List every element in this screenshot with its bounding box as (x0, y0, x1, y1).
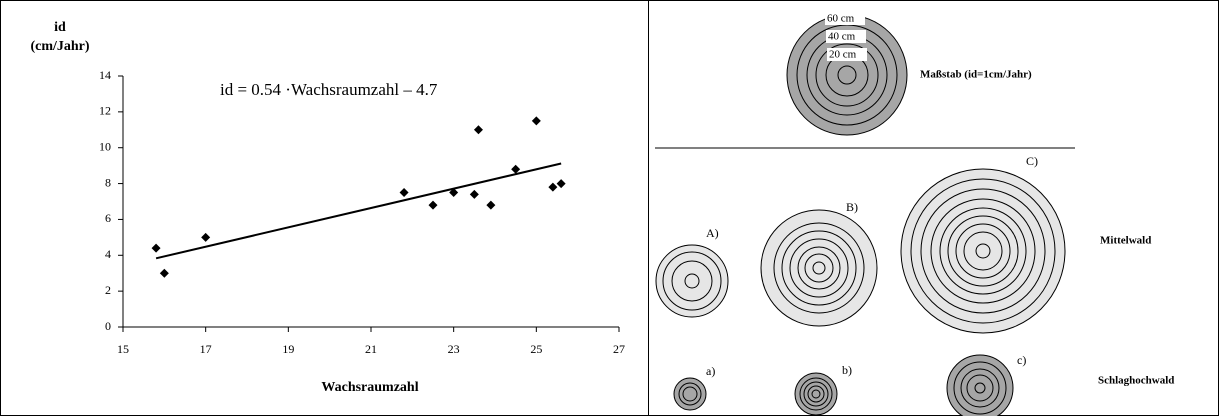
data-point (399, 188, 409, 198)
item-label: b) (842, 363, 852, 377)
item-label: C) (1026, 154, 1038, 168)
chart-frame (0, 0, 649, 416)
y-tick-label: 0 (105, 319, 111, 333)
group-label: Mittelwald (1100, 235, 1151, 247)
y-tick-label: 4 (105, 247, 111, 261)
y-axis-label: (cm/Jahr) (30, 39, 89, 54)
data-point (473, 125, 483, 135)
y-tick-label: 6 (105, 211, 111, 225)
x-tick-label: 21 (365, 342, 377, 356)
ring (812, 261, 826, 275)
item-label: c) (1017, 353, 1026, 367)
scale-label-box (827, 48, 867, 61)
data-point (556, 179, 566, 189)
ring (684, 273, 700, 289)
data-point (486, 200, 496, 210)
y-tick-label: 2 (105, 283, 111, 297)
item-label: a) (706, 364, 715, 378)
y-tick-label: 10 (99, 139, 111, 153)
x-tick-label: 19 (282, 342, 294, 356)
data-point (159, 268, 169, 278)
y-tick-label: 12 (99, 104, 111, 118)
x-tick-label: 25 (530, 342, 542, 356)
scale-label: 60 cm (827, 13, 855, 25)
x-axis-label: Wachsraumzahl (321, 380, 418, 395)
x-tick-label: 17 (200, 342, 212, 356)
group-label: Schlaghochwald (1098, 375, 1174, 387)
y-tick-label: 8 (105, 175, 111, 189)
y-axis-label: id (54, 20, 66, 35)
ring (682, 386, 698, 402)
ring (837, 65, 857, 85)
item-label: B) (846, 200, 858, 214)
data-point (511, 164, 521, 174)
scale-label-box (826, 30, 866, 43)
x-tick-label: 27 (613, 342, 625, 356)
data-point (201, 232, 211, 242)
y-tick-label: 14 (99, 68, 111, 82)
ring (811, 389, 821, 399)
data-point (449, 188, 459, 198)
x-tick-label: 23 (448, 342, 460, 356)
trend-line (155, 162, 562, 260)
data-point (469, 189, 479, 199)
annotation: id = 0.54 ·Wachsraumzahl – 4.7 (220, 80, 438, 99)
scale-title: Maßstab (id=1cm/Jahr) (920, 69, 1032, 81)
scale-label-box (825, 12, 865, 25)
ring (975, 243, 991, 259)
data-point (531, 116, 541, 126)
scale-label: 20 cm (829, 49, 857, 61)
data-point (548, 182, 558, 192)
ring (974, 382, 986, 394)
item-label: A) (706, 226, 719, 240)
data-point (428, 200, 438, 210)
scale-label: 40 cm (828, 31, 856, 43)
data-point (151, 243, 161, 253)
x-tick-label: 15 (117, 342, 129, 356)
